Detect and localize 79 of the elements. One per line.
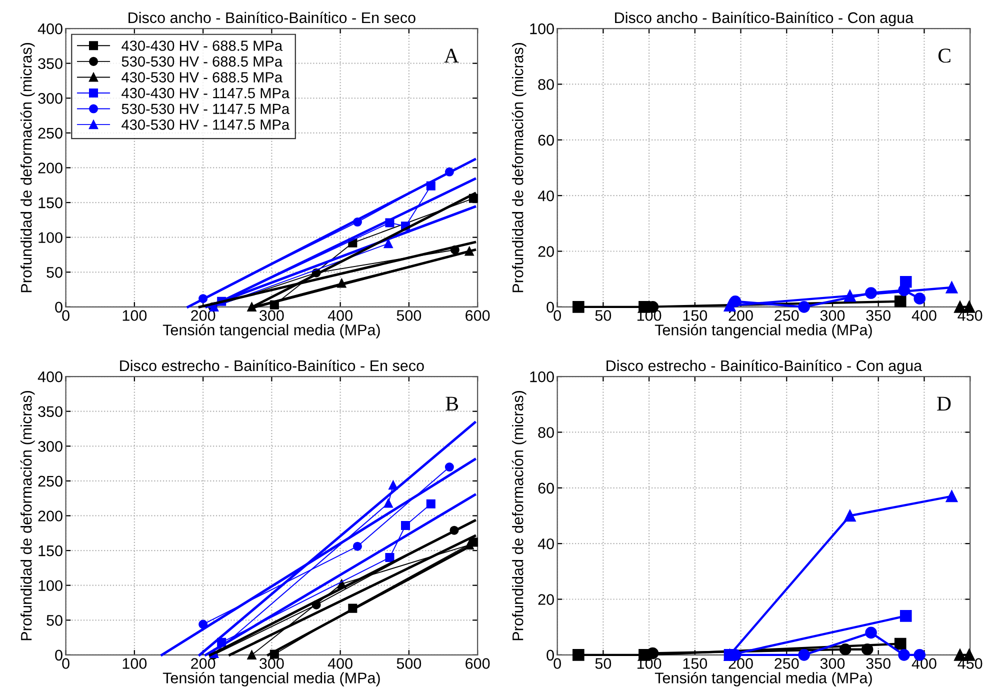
y-tick-label: 250 xyxy=(38,476,62,487)
legend-label: 530-530 HV - 688.5 MPa xyxy=(122,56,283,67)
x-tick-label: 0 xyxy=(62,658,70,669)
legend-label: 430-430 HV - 1147.5 MPa xyxy=(122,88,290,98)
x-axis-title: Tensión tangencial media (MPa) xyxy=(162,324,380,338)
x-tick-label: 150 xyxy=(683,310,708,321)
y-tick-label: 300 xyxy=(38,441,62,452)
x-axis-title: Tensión tangencial media (MPa) xyxy=(162,672,380,686)
x-tick-label: 300 xyxy=(820,658,845,669)
legend-label: 430-530 HV - 688.5 MPa xyxy=(122,72,283,82)
x-tick-label: 400 xyxy=(912,310,936,321)
y-tick-label: 100 xyxy=(530,371,554,382)
x-tick-label: 500 xyxy=(396,658,422,669)
y-tick-label: 50 xyxy=(46,267,62,278)
annotation: D xyxy=(937,396,951,411)
y-axis-title: Profundidad de deformación (micras) xyxy=(512,391,526,640)
annotation: A xyxy=(444,48,459,62)
x-tick-label: 300 xyxy=(260,658,284,669)
legend-label: 430-430 HV - 688.5 MPa xyxy=(122,40,283,51)
y-tick-label: 0 xyxy=(55,302,62,313)
x-tick-label: 250 xyxy=(774,658,799,669)
y-tick-label: 200 xyxy=(38,162,62,174)
x-tick-label: 400 xyxy=(328,658,352,669)
y-tick-label: 20 xyxy=(538,594,554,605)
x-tick-label: 350 xyxy=(866,658,891,669)
y-tick-label: 100 xyxy=(38,232,62,244)
y-tick-label: 400 xyxy=(38,371,62,382)
x-axis-title: Tensión tangencial media (MPa) xyxy=(654,672,872,686)
x-tick-label: 300 xyxy=(820,310,845,321)
y-tick-label: 150 xyxy=(38,197,62,208)
x-tick-label: 400 xyxy=(328,310,352,321)
x-tick-label: 0 xyxy=(554,658,561,669)
annotation: C xyxy=(938,48,950,63)
x-tick-label: 50 xyxy=(595,310,612,321)
y-tick-label: 300 xyxy=(38,93,62,104)
y-tick-label: 0 xyxy=(546,302,554,313)
y-tick-label: 40 xyxy=(538,190,554,202)
chart-title: Disco ancho - Bainítico-Bainítico - Con agua xyxy=(615,12,914,26)
annotation: B xyxy=(446,396,458,411)
x-tick-label: 300 xyxy=(260,310,284,321)
x-tick-label: 250 xyxy=(774,310,799,321)
y-tick-label: 100 xyxy=(38,580,62,592)
y-tick-label: 40 xyxy=(538,538,554,550)
y-tick-label: 50 xyxy=(46,615,62,626)
x-tick-label: 0 xyxy=(554,310,561,321)
y-axis-title: Profundidad de deformación (micras) xyxy=(20,391,35,640)
x-tick-label: 200 xyxy=(191,310,216,321)
y-tick-label: 0 xyxy=(546,650,554,661)
y-tick-label: 80 xyxy=(538,79,554,90)
y-tick-label: 400 xyxy=(38,23,62,34)
x-tick-label: 350 xyxy=(866,310,891,321)
x-axis-title: Tensión tangencial media (MPa) xyxy=(654,324,872,338)
x-tick-label: 100 xyxy=(122,658,147,669)
y-tick-label: 350 xyxy=(38,58,62,70)
x-tick-label: 0 xyxy=(62,310,70,321)
y-tick-label: 100 xyxy=(530,23,554,34)
x-tick-label: 600 xyxy=(466,658,490,669)
y-tick-label: 80 xyxy=(538,427,554,438)
x-tick-label: 600 xyxy=(466,310,490,321)
x-tick-label: 500 xyxy=(396,310,422,321)
y-tick-label: 250 xyxy=(38,128,62,139)
chart-title: Disco estrecho - Bainítico-Bainítico - Con agua xyxy=(606,360,922,374)
y-axis-title: Profundidad de deformación (micras) xyxy=(512,43,526,292)
chart-title: Disco ancho - Bainítico-Bainítico - En seco xyxy=(128,12,416,24)
legend-label: 430-530 HV - 1147.5 MPa xyxy=(122,119,290,130)
y-tick-label: 350 xyxy=(38,406,62,418)
y-tick-label: 60 xyxy=(538,134,554,146)
y-axis-title: Profundidad de deformación (micras) xyxy=(20,43,35,292)
y-tick-label: 200 xyxy=(38,510,62,522)
x-tick-label: 100 xyxy=(122,310,147,321)
chart-title: Disco estrecho - Bainítico-Bainítico - En seco xyxy=(120,360,424,372)
legend-label: 530-530 HV - 1147.5 MPa xyxy=(122,104,290,114)
x-tick-label: 150 xyxy=(683,658,708,669)
x-tick-label: 50 xyxy=(595,658,612,669)
y-tick-label: 0 xyxy=(55,650,62,661)
y-tick-label: 60 xyxy=(538,482,554,494)
y-tick-label: 20 xyxy=(538,246,554,257)
x-tick-label: 200 xyxy=(191,658,216,669)
y-tick-label: 150 xyxy=(38,545,62,556)
